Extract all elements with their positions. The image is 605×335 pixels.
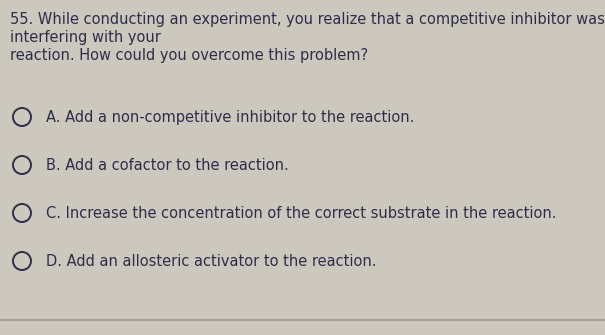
- Text: 55. While conducting an experiment, you realize that a competitive inhibitor was: 55. While conducting an experiment, you …: [10, 12, 605, 27]
- Text: interfering with your: interfering with your: [10, 30, 161, 45]
- Text: C. Increase the concentration of the correct substrate in the reaction.: C. Increase the concentration of the cor…: [46, 206, 557, 221]
- Text: A. Add a non-competitive inhibitor to the reaction.: A. Add a non-competitive inhibitor to th…: [46, 110, 414, 125]
- Text: reaction. How could you overcome this problem?: reaction. How could you overcome this pr…: [10, 48, 368, 63]
- Text: B. Add a cofactor to the reaction.: B. Add a cofactor to the reaction.: [46, 158, 289, 173]
- Text: D. Add an allosteric activator to the reaction.: D. Add an allosteric activator to the re…: [46, 254, 376, 269]
